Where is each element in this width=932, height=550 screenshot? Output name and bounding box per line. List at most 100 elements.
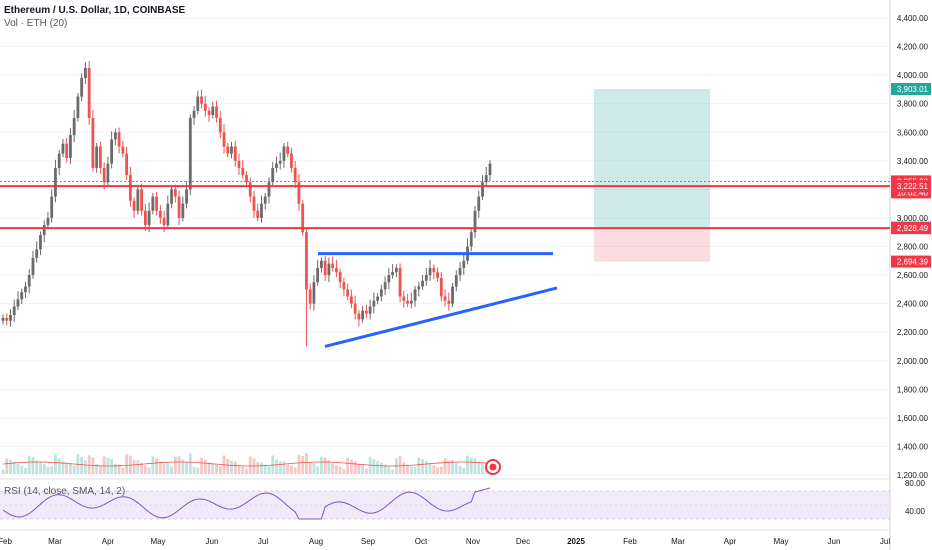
y-tick-label: 2,400.00 [897,300,929,309]
volume-bar [462,467,466,474]
volume-bar [436,467,439,474]
candle-body [458,267,462,276]
price-label: 3,222.51 [897,182,929,191]
candle-body [177,196,181,218]
volume-bar [413,467,417,474]
volume-bar [140,462,144,474]
volume-bar [125,454,129,474]
volume-bar [158,461,162,474]
volume-bar [57,458,61,474]
candle-body [488,163,492,176]
candle-body [24,286,27,293]
candle-body [12,306,16,316]
volume-bar [387,466,391,474]
volume-bar [132,460,136,474]
y-tick-label: 3,400.00 [897,157,929,166]
candle-body [331,263,335,268]
volume-legend: Vol · ETH (20) [4,18,68,29]
x-tick-label: Oct [415,537,428,546]
volume-bar [376,461,380,474]
volume-bar [121,467,125,474]
candle-body [39,235,42,250]
volume-bar [69,463,72,474]
volume-bar [5,458,9,474]
candle-body [293,167,297,183]
candle-body [35,249,39,258]
volume-bar [477,461,481,474]
volume-bar [42,464,46,474]
x-tick-label: May [150,537,165,546]
candle-body [308,289,312,304]
rsi-line [2,487,491,520]
volume-bar [245,468,248,474]
candle-body [57,153,61,168]
candle-body [409,300,413,304]
volume-bar [16,463,20,474]
x-tick-label: Aug [309,537,323,546]
volume-bar [256,461,260,474]
y-tick-label: 3,800.00 [897,100,929,109]
candle-body [376,296,380,301]
candle-body [106,163,110,183]
volume-bar [364,468,368,474]
volume-bar [278,461,282,474]
volume-bar [439,466,443,474]
candle-body [20,292,24,300]
candle-body [1,317,5,321]
candle-body [158,210,162,218]
candle-body [349,296,353,304]
volume-bar [31,457,35,474]
price-label: 2,694.39 [897,258,929,267]
volume-bar [173,456,177,474]
candle-body [113,132,117,140]
volume-bar [335,465,338,474]
volume-bar [95,464,99,474]
candle-body [203,103,207,111]
volume-bar [237,464,241,474]
volume-bar [143,465,147,474]
chart-title: Ethereum / U.S. Dollar, 1D, COINBASE [4,5,186,16]
volume-bar [447,460,451,474]
volume-bar [357,464,361,474]
volume-bar [215,465,218,474]
candle-body [432,267,436,273]
volume-bar [417,457,421,474]
rsi-tick-label: 80.00 [905,479,926,488]
x-tick-label: Jun [828,537,841,546]
candle-body [286,146,290,154]
volume-bar [451,460,454,474]
candle-body [357,313,361,320]
volume-bar [162,463,166,474]
volume-bar [473,458,477,474]
candle-body [394,267,398,273]
volume-bar [147,467,151,474]
candle-body [31,257,35,276]
candle-body [5,317,9,321]
y-tick-label: 1,400.00 [897,442,929,451]
volume-bar [248,456,252,474]
volume-bar [263,465,267,474]
volume-bar [218,466,222,474]
x-tick-label: Apr [102,537,115,546]
candle-body [140,189,144,211]
volume-bar [320,456,323,474]
volume-bar [151,456,155,474]
candle-body [346,289,350,297]
candle-body [241,167,245,176]
price-label-bg [891,255,931,268]
volume-bar [87,455,91,474]
candle-body [54,167,57,197]
volume-bar [293,467,297,474]
candle-body [275,163,278,168]
volume-bar [230,460,233,474]
volume-bar [39,461,42,474]
x-tick-label: 2025 [567,537,585,546]
volume-bar [1,469,5,474]
volume-bar [185,461,188,474]
candle-body [222,132,226,147]
price-label-bg [891,222,931,235]
candle-body [125,153,129,176]
volume-bar [84,460,87,474]
